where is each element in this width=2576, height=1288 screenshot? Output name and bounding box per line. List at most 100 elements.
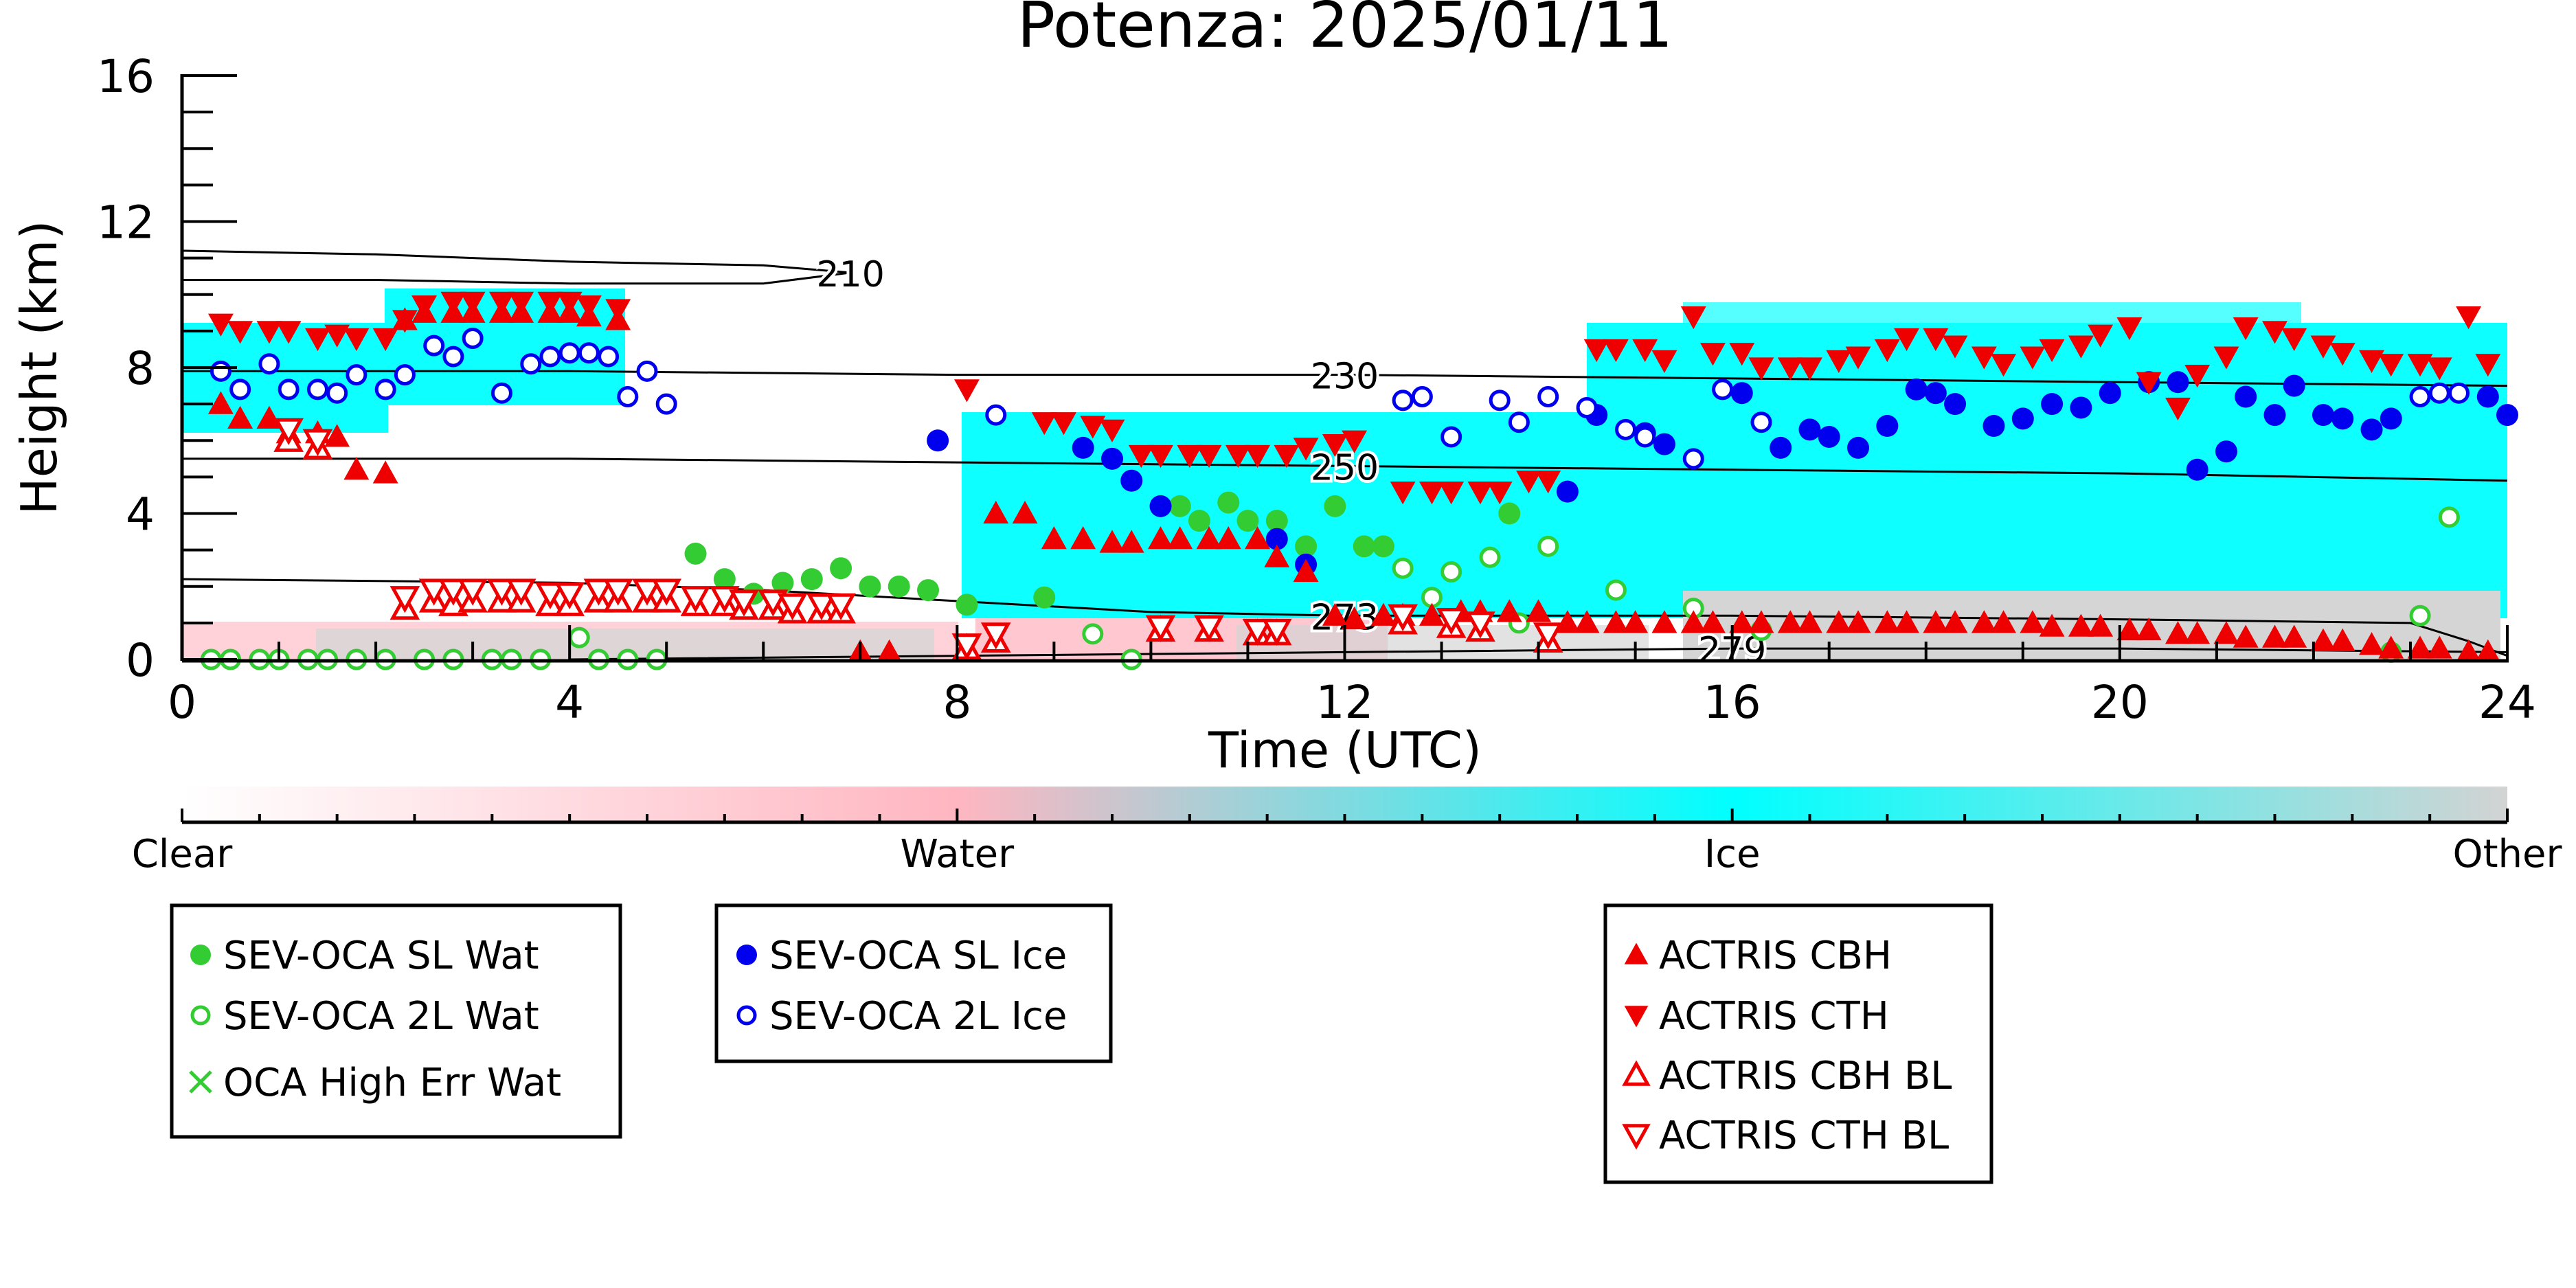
data-point (343, 328, 370, 352)
data-point (326, 382, 348, 404)
data-point (1496, 599, 1522, 622)
data-point (2020, 610, 2046, 633)
data-point (1770, 436, 1792, 459)
contour-line (182, 370, 2507, 387)
data-point (1942, 610, 1968, 633)
data-point (2438, 506, 2460, 528)
data-point (953, 379, 980, 403)
data-point (1508, 411, 1530, 433)
data-point (1128, 444, 1154, 468)
legend-marker (736, 1005, 757, 1026)
legend-items: SEV-OCA SL Wat SEV-OCA 2L Wat OCA High Err… (189, 934, 1952, 1158)
data-point (2360, 418, 2383, 441)
legend-label: ACTRIS CBH (1659, 934, 1892, 978)
data-point (1924, 382, 1947, 405)
data-point (1392, 389, 1414, 411)
data-point (1894, 328, 1919, 352)
data-point (1634, 426, 1656, 448)
data-point (2213, 346, 2239, 370)
y-tick-label: 8 (126, 342, 155, 395)
data-point (1982, 415, 2005, 437)
y-axis-label: Height (km) (10, 221, 68, 515)
y-tick-label: 0 (126, 634, 155, 687)
data-point (1261, 618, 1292, 646)
data-point (1177, 444, 1203, 468)
data-point (442, 346, 464, 368)
data-point (1479, 546, 1501, 568)
data-point (1264, 544, 1290, 567)
data-point (1845, 610, 1871, 633)
data-point (2448, 382, 2470, 404)
data-point (859, 575, 881, 598)
data-point (1748, 610, 1774, 633)
data-point (394, 364, 416, 386)
data-point (951, 633, 982, 661)
data-point (229, 379, 251, 400)
y-tick-label: 4 (126, 488, 155, 541)
data-point (1537, 386, 1559, 407)
contour-label: 230 (1311, 357, 1379, 398)
data-point (917, 579, 940, 602)
data-point (389, 586, 420, 613)
y-ticks: 0 4 8 12 16 (97, 50, 237, 687)
series-sev-oca-2l-ice (210, 328, 2470, 470)
data-point (305, 328, 330, 352)
data-point (806, 593, 837, 621)
data-point (1440, 426, 1462, 448)
data-point (826, 593, 856, 621)
data-point (2378, 354, 2404, 377)
data-point (1099, 530, 1125, 553)
data-point (2359, 350, 2384, 374)
series-actris-cbh-bl (273, 425, 1563, 660)
data-point (256, 405, 282, 429)
data-point (1440, 561, 1462, 583)
series-actris-cth-bl (273, 418, 1563, 661)
data-point (2281, 328, 2307, 352)
data-point (1188, 510, 1210, 532)
data-point (2167, 371, 2189, 394)
data-point (2283, 374, 2305, 397)
data-point (2310, 335, 2336, 359)
data-point (1556, 480, 1579, 503)
data-point (343, 457, 370, 480)
data-point (1274, 444, 1300, 468)
legend-label: OCA High Err Wat (223, 1061, 561, 1105)
data-point (2426, 357, 2452, 381)
legend-marker (1624, 942, 1649, 964)
data-point (275, 321, 302, 344)
data-point (554, 582, 585, 610)
data-point (1533, 622, 1563, 650)
data-point (1041, 526, 1067, 550)
data-point (1944, 393, 1967, 416)
data-point (1574, 610, 1600, 633)
data-point (758, 589, 789, 617)
data-point (558, 342, 580, 364)
data-point (273, 418, 304, 446)
data-point (2070, 396, 2092, 419)
data-point (1798, 418, 1821, 441)
data-point (1242, 618, 1273, 646)
data-point (2039, 339, 2065, 363)
x-tick-label: 12 (1316, 676, 1374, 729)
data-point (771, 572, 794, 594)
x-tick-label: 8 (942, 676, 971, 729)
data-point (418, 578, 449, 606)
colorbar-labels: Clear Water Ice Other (132, 832, 2563, 877)
data-point (1167, 526, 1193, 550)
x-tick-label: 16 (1704, 676, 1761, 729)
data-point (1168, 495, 1191, 517)
y-tick-label: 12 (97, 196, 155, 249)
data-point (1145, 615, 1176, 642)
data-point (1390, 482, 1416, 505)
data-point (346, 364, 368, 386)
data-point (1576, 396, 1598, 418)
data-point (709, 586, 740, 613)
data-point (556, 291, 583, 315)
x-tick-label: 0 (168, 676, 196, 729)
data-point (2068, 613, 2094, 637)
data-point (1324, 495, 1346, 517)
data-point (2116, 317, 2143, 341)
legend-marker (736, 945, 757, 965)
data-point (2263, 404, 2286, 427)
data-point (602, 578, 633, 606)
